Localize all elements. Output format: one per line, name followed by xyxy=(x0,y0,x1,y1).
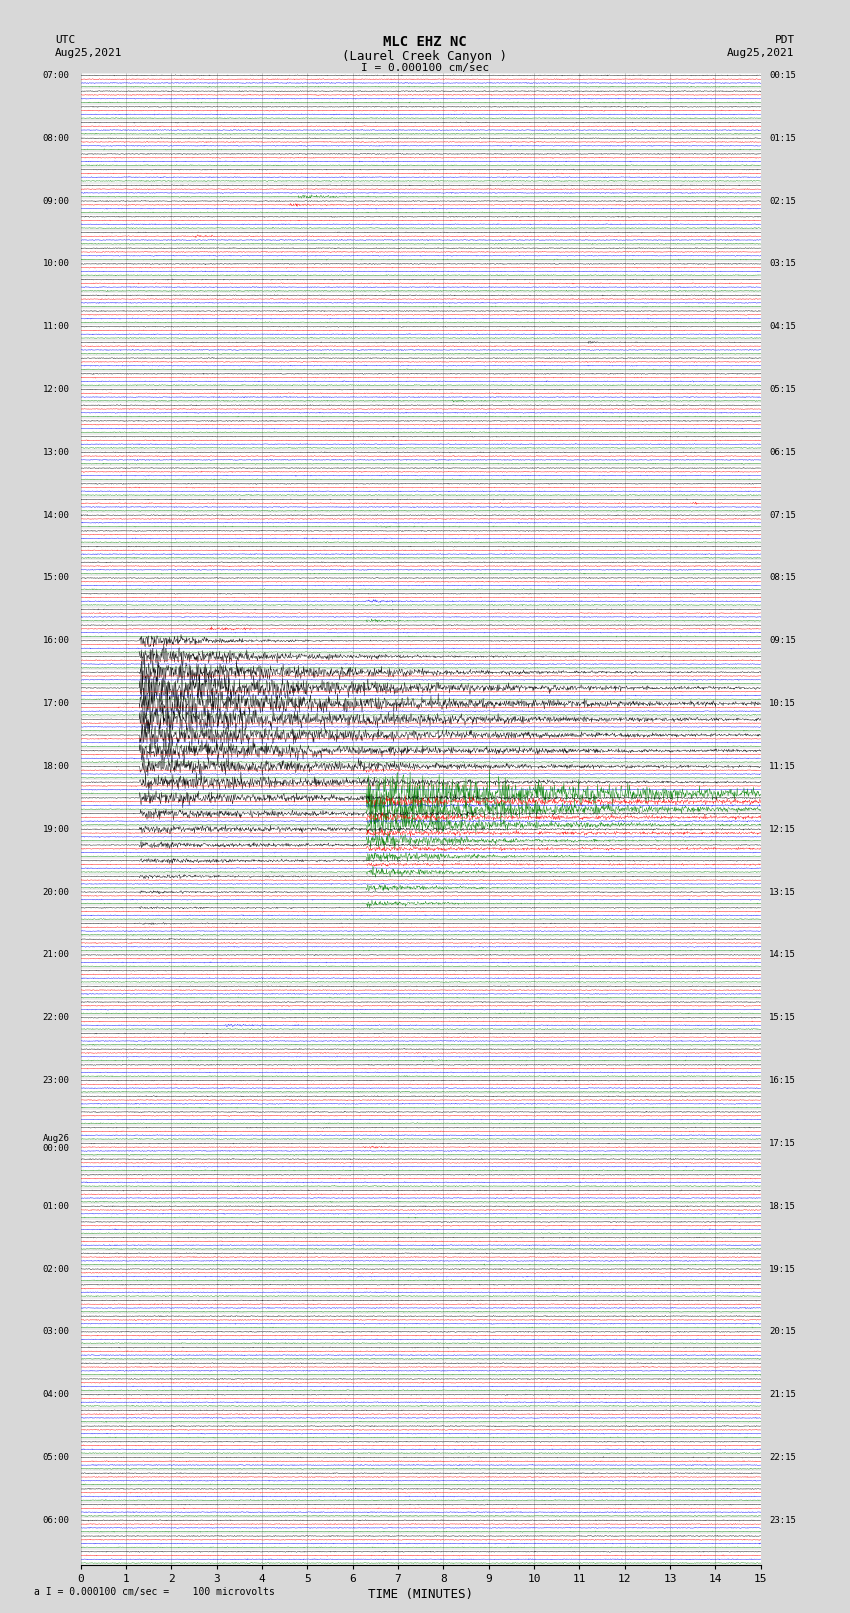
Text: 14:15: 14:15 xyxy=(769,950,796,960)
Text: 23:00: 23:00 xyxy=(42,1076,70,1086)
Text: 14:00: 14:00 xyxy=(42,511,70,519)
Text: 16:15: 16:15 xyxy=(769,1076,796,1086)
Text: 22:15: 22:15 xyxy=(769,1453,796,1461)
Text: 08:00: 08:00 xyxy=(42,134,70,142)
Text: PDT: PDT xyxy=(774,35,795,45)
Text: 13:00: 13:00 xyxy=(42,448,70,456)
Text: 04:00: 04:00 xyxy=(42,1390,70,1398)
Text: Aug26
00:00: Aug26 00:00 xyxy=(42,1134,70,1153)
Text: 07:00: 07:00 xyxy=(42,71,70,81)
Text: 15:15: 15:15 xyxy=(769,1013,796,1023)
Text: 05:00: 05:00 xyxy=(42,1453,70,1461)
Text: Aug25,2021: Aug25,2021 xyxy=(55,48,122,58)
Text: 17:00: 17:00 xyxy=(42,698,70,708)
X-axis label: TIME (MINUTES): TIME (MINUTES) xyxy=(368,1587,473,1600)
Text: 06:15: 06:15 xyxy=(769,448,796,456)
Text: 00:15: 00:15 xyxy=(769,71,796,81)
Text: 12:00: 12:00 xyxy=(42,386,70,394)
Text: 17:15: 17:15 xyxy=(769,1139,796,1148)
Text: 20:15: 20:15 xyxy=(769,1327,796,1336)
Text: 11:15: 11:15 xyxy=(769,761,796,771)
Text: 23:15: 23:15 xyxy=(769,1516,796,1524)
Text: 06:00: 06:00 xyxy=(42,1516,70,1524)
Text: 07:15: 07:15 xyxy=(769,511,796,519)
Text: Aug25,2021: Aug25,2021 xyxy=(728,48,795,58)
Text: 19:00: 19:00 xyxy=(42,824,70,834)
Text: 02:15: 02:15 xyxy=(769,197,796,205)
Text: 05:15: 05:15 xyxy=(769,386,796,394)
Text: 20:00: 20:00 xyxy=(42,887,70,897)
Text: 15:00: 15:00 xyxy=(42,574,70,582)
Text: 03:15: 03:15 xyxy=(769,260,796,268)
Text: 12:15: 12:15 xyxy=(769,824,796,834)
Text: 09:15: 09:15 xyxy=(769,636,796,645)
Text: I = 0.000100 cm/sec: I = 0.000100 cm/sec xyxy=(361,63,489,73)
Text: 13:15: 13:15 xyxy=(769,887,796,897)
Text: 09:00: 09:00 xyxy=(42,197,70,205)
Text: 16:00: 16:00 xyxy=(42,636,70,645)
Text: 22:00: 22:00 xyxy=(42,1013,70,1023)
Text: 18:15: 18:15 xyxy=(769,1202,796,1211)
Text: 03:00: 03:00 xyxy=(42,1327,70,1336)
Text: 02:00: 02:00 xyxy=(42,1265,70,1274)
Text: 19:15: 19:15 xyxy=(769,1265,796,1274)
Text: 10:15: 10:15 xyxy=(769,698,796,708)
Text: MLC EHZ NC: MLC EHZ NC xyxy=(383,35,467,50)
Text: 10:00: 10:00 xyxy=(42,260,70,268)
Text: 11:00: 11:00 xyxy=(42,323,70,331)
Text: UTC: UTC xyxy=(55,35,76,45)
Text: 01:15: 01:15 xyxy=(769,134,796,142)
Text: 08:15: 08:15 xyxy=(769,574,796,582)
Text: 21:00: 21:00 xyxy=(42,950,70,960)
Text: 01:00: 01:00 xyxy=(42,1202,70,1211)
Text: (Laurel Creek Canyon ): (Laurel Creek Canyon ) xyxy=(343,50,507,63)
Text: 21:15: 21:15 xyxy=(769,1390,796,1398)
Text: a I = 0.000100 cm/sec =    100 microvolts: a I = 0.000100 cm/sec = 100 microvolts xyxy=(34,1587,275,1597)
Text: 18:00: 18:00 xyxy=(42,761,70,771)
Text: 04:15: 04:15 xyxy=(769,323,796,331)
